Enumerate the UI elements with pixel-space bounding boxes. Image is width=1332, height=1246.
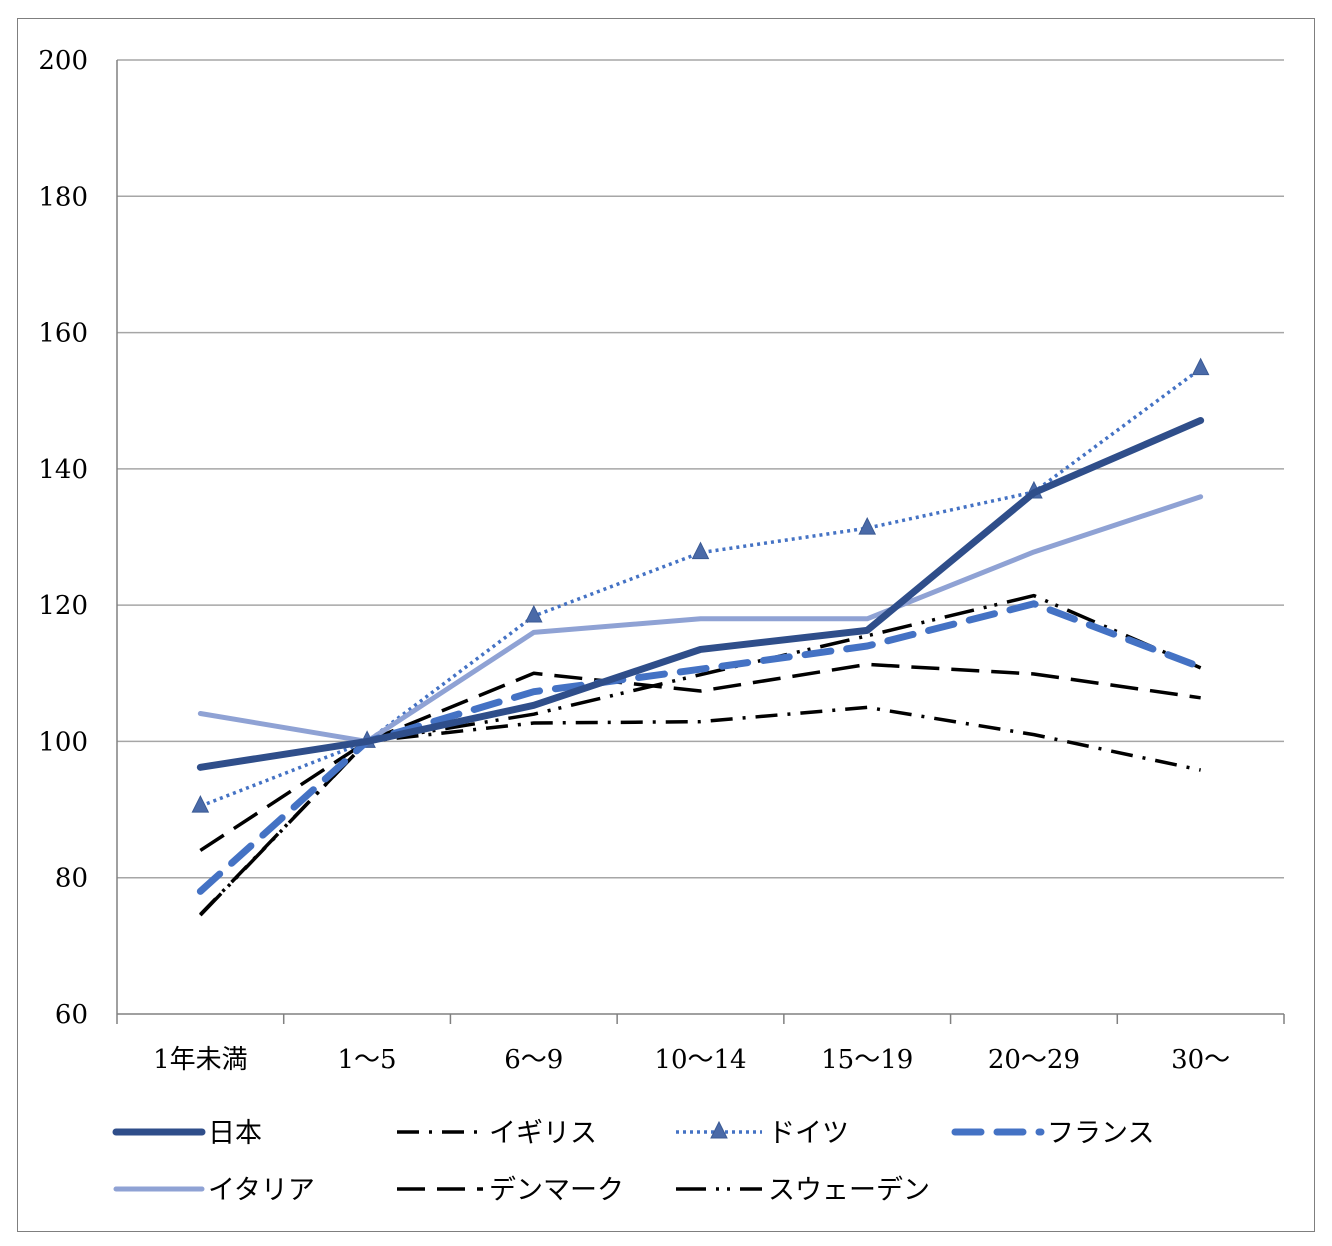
series-3-marker [858,517,877,535]
series-3-marker [191,795,210,813]
x-tick-label: 10～14 [654,1045,746,1075]
legend-item-2: イギリス [397,1118,597,1149]
series-3-marker [524,604,543,623]
x-tick-label: 1年未満 [153,1045,248,1075]
legend-item-1: 日本 [112,1118,262,1149]
legend-item-3: ドイツ [676,1118,849,1149]
legend-item-4: フランス [951,1118,1154,1149]
legend-label: イギリス [489,1118,597,1149]
legend-label: デンマーク [489,1175,624,1206]
series-1-line [196,416,1205,771]
y-tick-label: 80 [55,864,88,894]
y-tick-label: 160 [38,319,88,349]
legend-label: 日本 [208,1118,262,1149]
x-tick-label: 20～29 [988,1045,1080,1075]
legend-label: スウェーデン [768,1175,930,1206]
y-tick-label: 100 [38,727,88,757]
axes [116,60,1285,1024]
series-7-line [199,593,1202,917]
y-tick-label: 140 [38,455,88,485]
legend-item-5: イタリア [113,1175,315,1206]
series-6-line [199,662,1201,852]
legend-marker [710,1120,728,1139]
series-3-marker [691,541,710,560]
y-tick-label: 120 [38,591,88,621]
y-tick-labels: 60 80 100 120 140 160 180 200 [38,46,88,1030]
legend-label: イタリア [208,1175,315,1206]
x-tick-label: 1～5 [338,1045,397,1075]
series-lines [191,357,1210,917]
x-tick-label: 15～19 [821,1045,913,1075]
series-5-line [197,494,1204,744]
x-tick-labels: 1年未満 1～5 6～9 10～14 15～19 20～29 30～ [153,1045,1230,1075]
legend-item-6: デンマーク [397,1175,624,1206]
gridlines [117,59,1284,879]
series-3-marker [1191,357,1210,376]
y-tick-label: 180 [38,182,88,212]
legend-item-7: スウェーデン [676,1175,930,1206]
legend-label: フランス [1047,1118,1154,1149]
y-tick-label: 200 [38,46,88,76]
x-tick-label: 30～ [1171,1045,1230,1075]
y-tick-label: 60 [55,1000,88,1030]
legend-label: ドイツ [768,1118,849,1149]
x-tick-label: 6～9 [504,1045,563,1075]
